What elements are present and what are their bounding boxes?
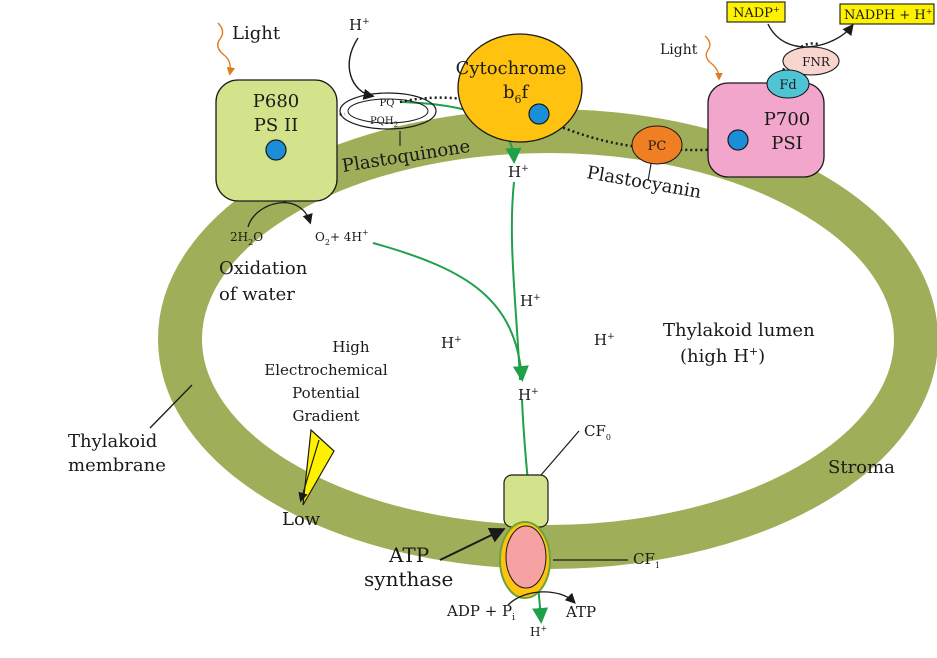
plastocyanin-pointer bbox=[647, 163, 652, 182]
gradient-line4: Gradient bbox=[292, 407, 359, 425]
plastoquinone-ring-outer bbox=[339, 92, 437, 130]
proton-lumen-2: H+ bbox=[594, 331, 615, 349]
gradient-low-label: Low bbox=[282, 509, 321, 530]
cytochrome-complex bbox=[457, 33, 583, 143]
nadph-box bbox=[839, 3, 935, 25]
water-reactant-label: 2H2O bbox=[230, 230, 263, 247]
atp-synthase-label-line2: synthase bbox=[364, 567, 453, 591]
membrane-label-line2: membrane bbox=[68, 455, 166, 476]
cf0-pointer bbox=[540, 430, 580, 476]
proton-stroma-exit: H+ bbox=[530, 624, 547, 639]
light-ps1-icon bbox=[704, 35, 723, 81]
cf1-inner bbox=[505, 525, 547, 589]
plastoquinone-ring-inner bbox=[347, 98, 429, 124]
stroma-label: Stroma bbox=[828, 457, 895, 478]
nadph-label: NADPH + H+ bbox=[844, 7, 932, 23]
nadp-label: NADP+ bbox=[733, 5, 780, 21]
light-ps2-icon bbox=[217, 22, 236, 76]
ps1-label-line2: PSI bbox=[771, 133, 803, 154]
cf0-subunit bbox=[503, 474, 549, 528]
light-ps2-label: Light bbox=[232, 23, 281, 44]
gradient-wedge bbox=[302, 428, 335, 506]
atp-label: ATP bbox=[565, 603, 596, 621]
membrane-pointer bbox=[149, 384, 193, 429]
ps1-complex bbox=[707, 82, 825, 178]
ps1-electron bbox=[727, 129, 749, 151]
gradient-line1: High bbox=[332, 338, 369, 356]
proton-lumen-1: H+ bbox=[441, 334, 462, 352]
proton-path-lumen bbox=[510, 181, 521, 381]
cf1-label: CF1 bbox=[633, 550, 660, 570]
pq-label: PQ bbox=[380, 98, 395, 109]
ps2-label-line2: PS II bbox=[254, 115, 298, 136]
proton-stroma-entry: H+ bbox=[349, 16, 370, 34]
proton-entry-arrow bbox=[348, 37, 375, 100]
oxidation-label-line2: of water bbox=[219, 284, 295, 305]
proton-above-atp-synthase: H+ bbox=[518, 386, 539, 404]
membrane-label-line1: Thylakoid bbox=[68, 431, 157, 452]
cytochrome-label-line2: b6f bbox=[503, 82, 530, 106]
nadp-to-nadph-arrow bbox=[767, 23, 854, 48]
gradient-line3: Potential bbox=[292, 384, 360, 402]
fd-carrier bbox=[766, 69, 810, 99]
proton-below-cytochrome: H+ bbox=[508, 163, 529, 181]
nadp-box bbox=[726, 1, 786, 23]
proton-mid-lumen: H+ bbox=[520, 292, 541, 310]
adp-to-atp-arrow bbox=[507, 591, 576, 606]
cf0-label: CF0 bbox=[584, 422, 611, 442]
oxidation-label-line1: Oxidation bbox=[219, 258, 308, 279]
lumen-label-line1: Thylakoid lumen bbox=[663, 320, 815, 341]
atp-synthase-pointer bbox=[439, 528, 506, 561]
lumen-label-line2: (high H+) bbox=[680, 345, 765, 367]
light-ps1-label: Light bbox=[660, 42, 698, 58]
water-product-label: O2+ 4H+ bbox=[315, 228, 369, 247]
gradient-line2: Electrochemical bbox=[264, 361, 388, 379]
fnr-label: FNR bbox=[802, 55, 831, 69]
cytochrome-electron bbox=[528, 103, 550, 125]
ps2-label-line1: P680 bbox=[253, 91, 299, 112]
water-oxidation-arrow bbox=[247, 202, 313, 228]
proton-path-from-water bbox=[372, 242, 529, 382]
atp-synthase-label-line1: ATP bbox=[388, 543, 429, 567]
cytochrome-label-line1: Cytochrome bbox=[456, 58, 567, 79]
plastocyanin-carrier bbox=[631, 125, 683, 165]
plastocyanin-abbr: PC bbox=[648, 139, 667, 154]
pqh2-label: PQH2 bbox=[370, 116, 398, 129]
adp-label: ADP + Pi bbox=[446, 602, 515, 623]
ps2-electron bbox=[265, 139, 287, 161]
ps1-label-line1: P700 bbox=[764, 109, 810, 130]
fd-label: Fd bbox=[779, 78, 796, 93]
gradient-wedge-arrow bbox=[298, 439, 320, 503]
